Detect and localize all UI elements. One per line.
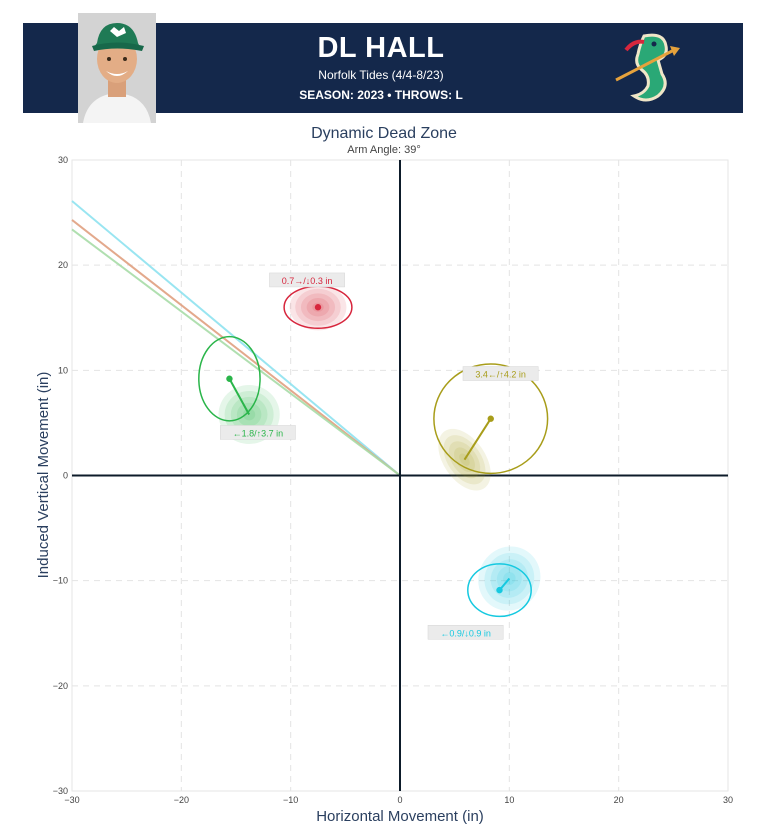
expected-point (496, 586, 503, 594)
pitch-label-box (269, 272, 345, 288)
pitch-label: 0.7→/↓0.3 in (282, 276, 333, 286)
expected-movement-ring (198, 335, 261, 422)
y-tick-label: −10 (53, 576, 68, 586)
pitch-group: 3.4←/↑4.2 in (433, 363, 549, 491)
pitch-group: ←0.9/↓0.9 in (427, 546, 541, 640)
x-tick-label: −10 (283, 795, 298, 805)
zero-axes (72, 160, 728, 791)
x-axis-label: Horizontal Movement (in) (316, 808, 484, 825)
movement-difference-vector (228, 378, 250, 415)
expected-point (226, 375, 233, 382)
pitch-label-box (220, 425, 296, 440)
y-axis-label: Induced Vertical Movement (in) (35, 372, 52, 579)
season-line: SEASON: 2023 • THROWS: L (299, 88, 463, 102)
pitch-label-box (427, 625, 504, 640)
expected-point (314, 304, 322, 311)
chart-subtitle: Arm Angle: 39° (347, 144, 421, 156)
pitch-group: 0.7→/↓0.3 in (269, 272, 353, 331)
expected-point (487, 415, 494, 422)
y-tick-label: −20 (53, 681, 68, 691)
pitch-label: ←1.8/↑3.7 in (233, 428, 284, 438)
x-tick-label: −20 (174, 795, 189, 805)
team-line: Norfolk Tides (4/4-8/23) (318, 68, 444, 82)
y-tick-label: 0 (63, 471, 68, 481)
x-tick-label: 0 (397, 795, 402, 805)
axis-ticks: −30 −20 −10 0 10 20 30 −30 −20 −10 0 10 20 30 (53, 155, 733, 805)
player-name: DL HALL (317, 32, 445, 64)
x-tick-label: 30 (723, 795, 733, 805)
pitch-density-cloud (236, 402, 262, 427)
chart-title: Dynamic Dead Zone (311, 125, 457, 142)
arm-angle-line (71, 219, 401, 477)
pitch-label: ←0.9/↓0.9 in (440, 628, 491, 638)
pitch-groups: 0.7→/↓0.3 in ←1.8/↑3.7 in 3.4←/↑4.2 in ←0.9… (198, 272, 549, 640)
pitch-label: 3.4←/↑4.2 in (475, 370, 526, 380)
y-tick-label: 10 (58, 365, 68, 375)
y-tick-label: 20 (58, 260, 68, 270)
y-tick-label: −30 (53, 786, 68, 796)
x-tick-label: 10 (504, 795, 514, 805)
y-tick-label: 30 (58, 155, 68, 165)
player-headshot (78, 13, 156, 123)
expected-movement-ring (433, 363, 549, 475)
pitch-group: ←1.8/↑3.7 in (198, 335, 296, 444)
movement-difference-vector (463, 418, 492, 461)
pitch-label-box (462, 366, 539, 381)
team-logo-seahorse-icon (604, 30, 688, 106)
dead-zone-chart: Dynamic Dead Zone Arm Angle: 39° −30 −20−… (35, 125, 733, 825)
arm-angle-line (71, 228, 401, 477)
x-tick-label: −30 (64, 795, 79, 805)
x-tick-label: 20 (614, 795, 624, 805)
expected-movement-ring (467, 563, 532, 618)
pitch-density-cloud (438, 428, 491, 491)
